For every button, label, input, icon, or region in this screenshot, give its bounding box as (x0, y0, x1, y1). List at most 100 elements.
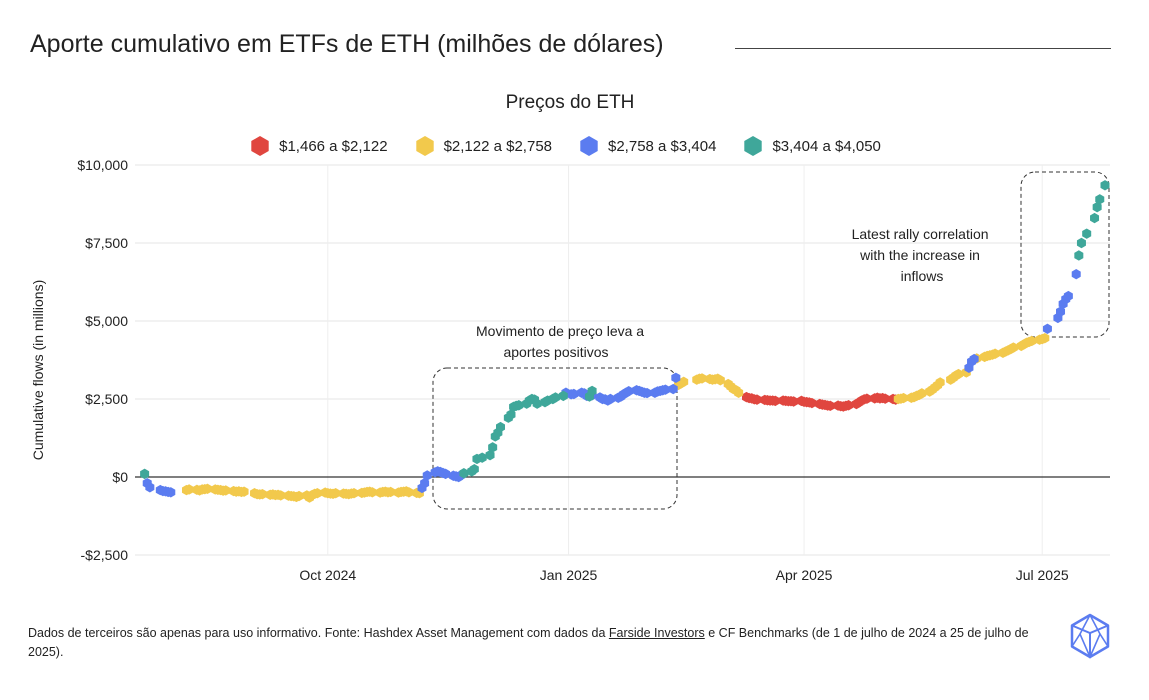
title-rule (735, 48, 1111, 49)
legend-marker-shape-teal (744, 136, 763, 156)
y-axis-label: Cumulative flows (in millions) (30, 280, 46, 461)
y-tick-label: $7,500 (85, 235, 128, 251)
data-point-series-2 (1042, 323, 1052, 334)
data-point-series-1 (899, 392, 909, 404)
data-point-series-1 (367, 487, 377, 498)
data-point-series-3 (514, 400, 524, 411)
data-point-series-2 (441, 468, 451, 480)
data-point-series-1 (294, 490, 304, 502)
data-point-series-2 (166, 487, 176, 498)
data-point-series-2 (420, 478, 430, 489)
data-point-series-1 (221, 485, 231, 496)
data-point-series-0 (752, 394, 762, 405)
legend: $1,466 a $2,122 $2,122 a $2,758 $2,758 a… (0, 135, 1130, 157)
data-point-series-1 (697, 373, 707, 384)
data-point-series-3 (469, 464, 479, 475)
y-tick-label: $0 (112, 469, 128, 485)
annotation-mid: Movimento de preço leva a aportes positi… (476, 323, 648, 360)
data-point-series-3 (558, 390, 568, 402)
legend-label-yellow: $2,122 a $2,758 (443, 137, 552, 155)
data-point-series-1 (1040, 332, 1050, 344)
legend-marker-yellow (415, 136, 434, 156)
annotation-mid-line-2: aportes positivos (503, 344, 608, 360)
y-tick-label: $10,000 (77, 157, 128, 173)
data-point-series-1 (990, 348, 1000, 359)
data-point-series-2 (969, 353, 979, 365)
data-point-series-1 (202, 483, 212, 495)
legend-marker-blue (580, 136, 598, 156)
data-point-series-3 (477, 452, 487, 463)
data-point-series-1 (935, 377, 945, 388)
data-point-series-0 (862, 393, 872, 404)
data-point-series-3 (485, 449, 495, 461)
data-point-series-3 (1076, 237, 1086, 249)
data-point-series-1 (312, 488, 322, 499)
data-point-series-2 (1056, 306, 1066, 317)
legend-marker-shape-blue (580, 136, 598, 156)
data-point-series-1 (715, 375, 725, 386)
data-point-series-1 (349, 488, 359, 499)
data-point-series-0 (807, 397, 817, 409)
x-axis: Oct 2024 Jan 2025 Apr 2025 Jul 2025 (299, 567, 1068, 583)
legend-marker-shape-red (251, 136, 269, 156)
y-tick-label: $5,000 (85, 313, 128, 329)
data-point-series-1 (331, 488, 341, 499)
legend-marker-shape-yellow (415, 136, 434, 156)
y-tick-label: $2,500 (85, 391, 128, 407)
data-point-series-1 (953, 368, 963, 380)
data-point-series-2 (605, 393, 615, 405)
annotation-box-mid (432, 367, 678, 510)
grid (135, 164, 1110, 556)
data-point-series-1 (184, 484, 194, 495)
data-point-series-3 (1082, 228, 1092, 239)
legend-label-red: $1,466 a $2,122 (279, 137, 388, 155)
data-point-series-1 (257, 488, 267, 500)
annotation-right: Latest rally correlation with the increa… (852, 226, 993, 284)
data-point-series-3 (1092, 201, 1102, 213)
data-point-series-3 (459, 468, 469, 479)
data-point-series-0 (789, 396, 799, 407)
data-point-series-3 (1095, 194, 1105, 205)
legend-label-teal: $3,404 a $4,050 (772, 137, 881, 155)
data-point-series-3 (1090, 212, 1100, 224)
legend-title: Preços do ETH (505, 92, 635, 113)
data-point-series-1 (679, 376, 689, 388)
data-point-series-3 (1074, 250, 1084, 261)
data-point-series-2 (1071, 269, 1081, 280)
y-tick-label: -$2,500 (81, 547, 129, 563)
data-point-series-1 (404, 487, 414, 498)
data-point-series-3 (1100, 180, 1110, 191)
legend-item-yellow: $2,122 a $2,758 (414, 135, 552, 157)
data-points (140, 180, 1110, 503)
legend-label-blue: $2,758 a $3,404 (608, 137, 717, 155)
x-tick-label: Jul 2025 (1016, 567, 1069, 583)
legend-item-red: $1,466 a $2,122 (249, 135, 388, 157)
page-title: Aporte cumulativo em ETFs de ETH (milhõe… (30, 30, 664, 58)
data-point-series-3 (140, 468, 150, 480)
data-point-series-0 (844, 400, 854, 411)
data-point-series-1 (239, 486, 249, 497)
data-point-series-1 (917, 388, 927, 399)
x-tick-label: Apr 2025 (776, 567, 833, 583)
data-point-series-0 (825, 400, 835, 412)
data-point-series-1 (1027, 335, 1037, 347)
annotation-mid-line-1: Movimento de preço leva a (476, 323, 644, 339)
data-point-series-2 (642, 387, 652, 399)
hashdex-logo-icon (1070, 613, 1110, 660)
x-tick-label: Oct 2024 (299, 567, 356, 583)
data-point-series-0 (770, 395, 780, 407)
data-point-series-2 (671, 372, 681, 383)
data-point-series-2 (668, 383, 678, 395)
annotation-right-line-2: with the increase in (859, 247, 980, 263)
data-point-series-3 (496, 421, 506, 433)
data-point-series-2 (660, 384, 670, 395)
legend-item-teal: $3,404 a $4,050 (742, 135, 881, 157)
annotation-right-line-3: inflows (901, 268, 944, 284)
footnote-text-before: Dados de terceiros são apenas para uso i… (28, 626, 609, 640)
data-point-series-2 (1063, 290, 1073, 302)
farside-link[interactable]: Farside Investors (608, 626, 705, 640)
legend-marker-teal (744, 136, 763, 156)
data-point-series-3 (488, 442, 498, 453)
y-axis: -$2,500 $0 $2,500 $5,000 $7,500 $10,000 (77, 157, 128, 563)
